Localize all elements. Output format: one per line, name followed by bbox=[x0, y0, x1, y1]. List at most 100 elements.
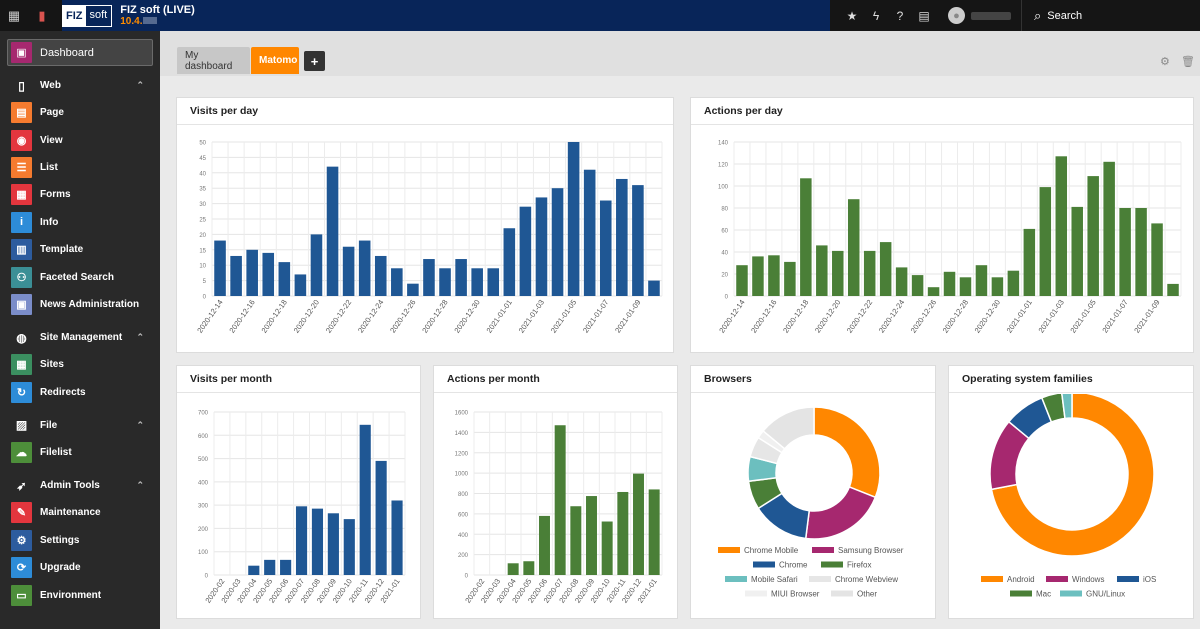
site-brand[interactable]: FIZ soft FIZ soft (LIVE) 10.4. bbox=[62, 0, 830, 31]
bar[interactable] bbox=[975, 265, 988, 296]
bar[interactable] bbox=[359, 424, 371, 575]
bar[interactable] bbox=[784, 261, 796, 296]
bar[interactable] bbox=[1055, 156, 1068, 296]
bar[interactable] bbox=[1167, 283, 1179, 296]
legend-label[interactable]: iOS bbox=[1143, 575, 1156, 584]
bar[interactable] bbox=[439, 268, 451, 296]
lightning-icon[interactable]: ϟ bbox=[872, 8, 880, 23]
bar[interactable] bbox=[280, 559, 292, 575]
bar[interactable] bbox=[374, 255, 387, 296]
bar[interactable] bbox=[248, 565, 260, 575]
bar[interactable] bbox=[599, 200, 612, 296]
tab-my-dashboard[interactable]: My dashboard bbox=[177, 47, 250, 74]
bar[interactable] bbox=[816, 245, 828, 296]
pie-slice[interactable] bbox=[804, 486, 877, 540]
bar[interactable] bbox=[1087, 176, 1099, 296]
bar[interactable] bbox=[264, 559, 276, 575]
bar[interactable] bbox=[648, 489, 660, 575]
search-button[interactable]: ⌕ Search bbox=[1022, 8, 1082, 24]
bar[interactable] bbox=[343, 519, 355, 575]
bar[interactable] bbox=[310, 234, 323, 296]
sidebar-item-dashboard[interactable]: ▣ Dashboard bbox=[7, 39, 153, 66]
bar[interactable] bbox=[311, 508, 324, 575]
bar[interactable] bbox=[295, 506, 308, 575]
sidebar-item-filelist[interactable]: ☁ Filelist bbox=[0, 439, 160, 466]
sidebar-item-template[interactable]: ▥ Template bbox=[0, 236, 160, 263]
sidebar-item-sites[interactable]: ▦ Sites bbox=[0, 351, 160, 378]
bar[interactable] bbox=[567, 142, 580, 296]
legend-label[interactable]: Chrome Webview bbox=[835, 575, 898, 584]
sidebar-item-redirects[interactable]: ↻ Redirects bbox=[0, 379, 160, 406]
gear-icon[interactable]: ⚙ bbox=[1160, 56, 1170, 68]
bar[interactable] bbox=[214, 240, 226, 296]
bar[interactable] bbox=[539, 515, 550, 575]
bar[interactable] bbox=[423, 259, 435, 296]
bar[interactable] bbox=[632, 185, 644, 296]
bar[interactable] bbox=[391, 268, 403, 296]
pie-slice[interactable] bbox=[813, 406, 881, 499]
bar[interactable] bbox=[294, 274, 307, 296]
pie-slice[interactable] bbox=[990, 394, 1155, 557]
bar[interactable] bbox=[570, 506, 582, 575]
sidebar-item-view[interactable]: ◉ View bbox=[0, 126, 160, 153]
bar[interactable] bbox=[736, 265, 748, 296]
bar[interactable] bbox=[262, 252, 275, 296]
chevron-up-icon[interactable]: ⌃ bbox=[136, 80, 144, 90]
module-toggle-icon[interactable]: ▮ bbox=[38, 7, 46, 23]
tab-matomo[interactable]: Matomo bbox=[251, 47, 299, 74]
bar[interactable] bbox=[943, 271, 956, 296]
bar[interactable] bbox=[752, 256, 764, 296]
legend-label[interactable]: Firefox bbox=[847, 561, 871, 570]
bar[interactable] bbox=[535, 197, 548, 296]
sidebar-section-file[interactable]: ▨ File ⌃ bbox=[0, 412, 160, 439]
legend-label[interactable]: Chrome bbox=[779, 561, 808, 570]
user-menu-button[interactable]: ● bbox=[940, 0, 1022, 31]
bar[interactable] bbox=[278, 262, 291, 296]
bar[interactable] bbox=[551, 188, 564, 296]
legend-label[interactable]: Windows bbox=[1072, 575, 1104, 584]
legend-label[interactable]: MIUI Browser bbox=[771, 590, 820, 599]
bar[interactable] bbox=[246, 249, 258, 296]
bar[interactable] bbox=[768, 255, 780, 296]
bar[interactable] bbox=[847, 199, 860, 296]
bar[interactable] bbox=[1007, 270, 1020, 296]
bar[interactable] bbox=[648, 280, 660, 296]
legend-label[interactable]: Samsung Browser bbox=[838, 546, 904, 555]
bar[interactable] bbox=[895, 267, 908, 296]
legend-label[interactable]: Android bbox=[1007, 575, 1035, 584]
legend-label[interactable]: Other bbox=[857, 590, 877, 599]
bar[interactable] bbox=[863, 250, 876, 296]
bar[interactable] bbox=[1071, 206, 1083, 296]
bar[interactable] bbox=[991, 277, 1004, 296]
bar[interactable] bbox=[927, 287, 940, 296]
sidebar-item-settings[interactable]: ⚙ Settings bbox=[0, 527, 160, 554]
bar[interactable] bbox=[800, 178, 812, 296]
legend-label[interactable]: Mac bbox=[1036, 590, 1051, 599]
star-icon[interactable]: ★ bbox=[846, 8, 858, 23]
bar[interactable] bbox=[391, 500, 403, 575]
bar[interactable] bbox=[1119, 208, 1131, 296]
pie-slice[interactable] bbox=[1061, 394, 1073, 420]
sidebar-item-maintenance[interactable]: ✎ Maintenance bbox=[0, 499, 160, 526]
bar[interactable] bbox=[616, 178, 628, 296]
legend-label[interactable]: Chrome Mobile bbox=[744, 546, 799, 555]
bar[interactable] bbox=[342, 246, 355, 296]
sidebar-item-page[interactable]: ▤ Page bbox=[0, 99, 160, 126]
bar[interactable] bbox=[554, 425, 566, 575]
legend-label[interactable]: Mobile Safari bbox=[751, 575, 798, 584]
sidebar-section-admin-tools[interactable]: ➶ Admin Tools ⌃ bbox=[0, 472, 160, 499]
system-info-icon[interactable]: ▤ bbox=[918, 8, 930, 23]
bar[interactable] bbox=[471, 268, 483, 296]
bar[interactable] bbox=[832, 250, 844, 296]
bar[interactable] bbox=[487, 268, 500, 296]
bar[interactable] bbox=[455, 259, 467, 296]
app-menu-icon[interactable]: ▦ bbox=[7, 7, 21, 23]
bar[interactable] bbox=[519, 206, 532, 296]
bar[interactable] bbox=[523, 561, 535, 575]
bar[interactable] bbox=[230, 255, 242, 296]
bar[interactable] bbox=[327, 513, 339, 575]
bar[interactable] bbox=[1103, 161, 1115, 296]
add-tab-button[interactable]: + bbox=[304, 51, 325, 71]
pie-slice[interactable] bbox=[762, 406, 815, 450]
legend-label[interactable]: GNU/Linux bbox=[1086, 590, 1125, 599]
